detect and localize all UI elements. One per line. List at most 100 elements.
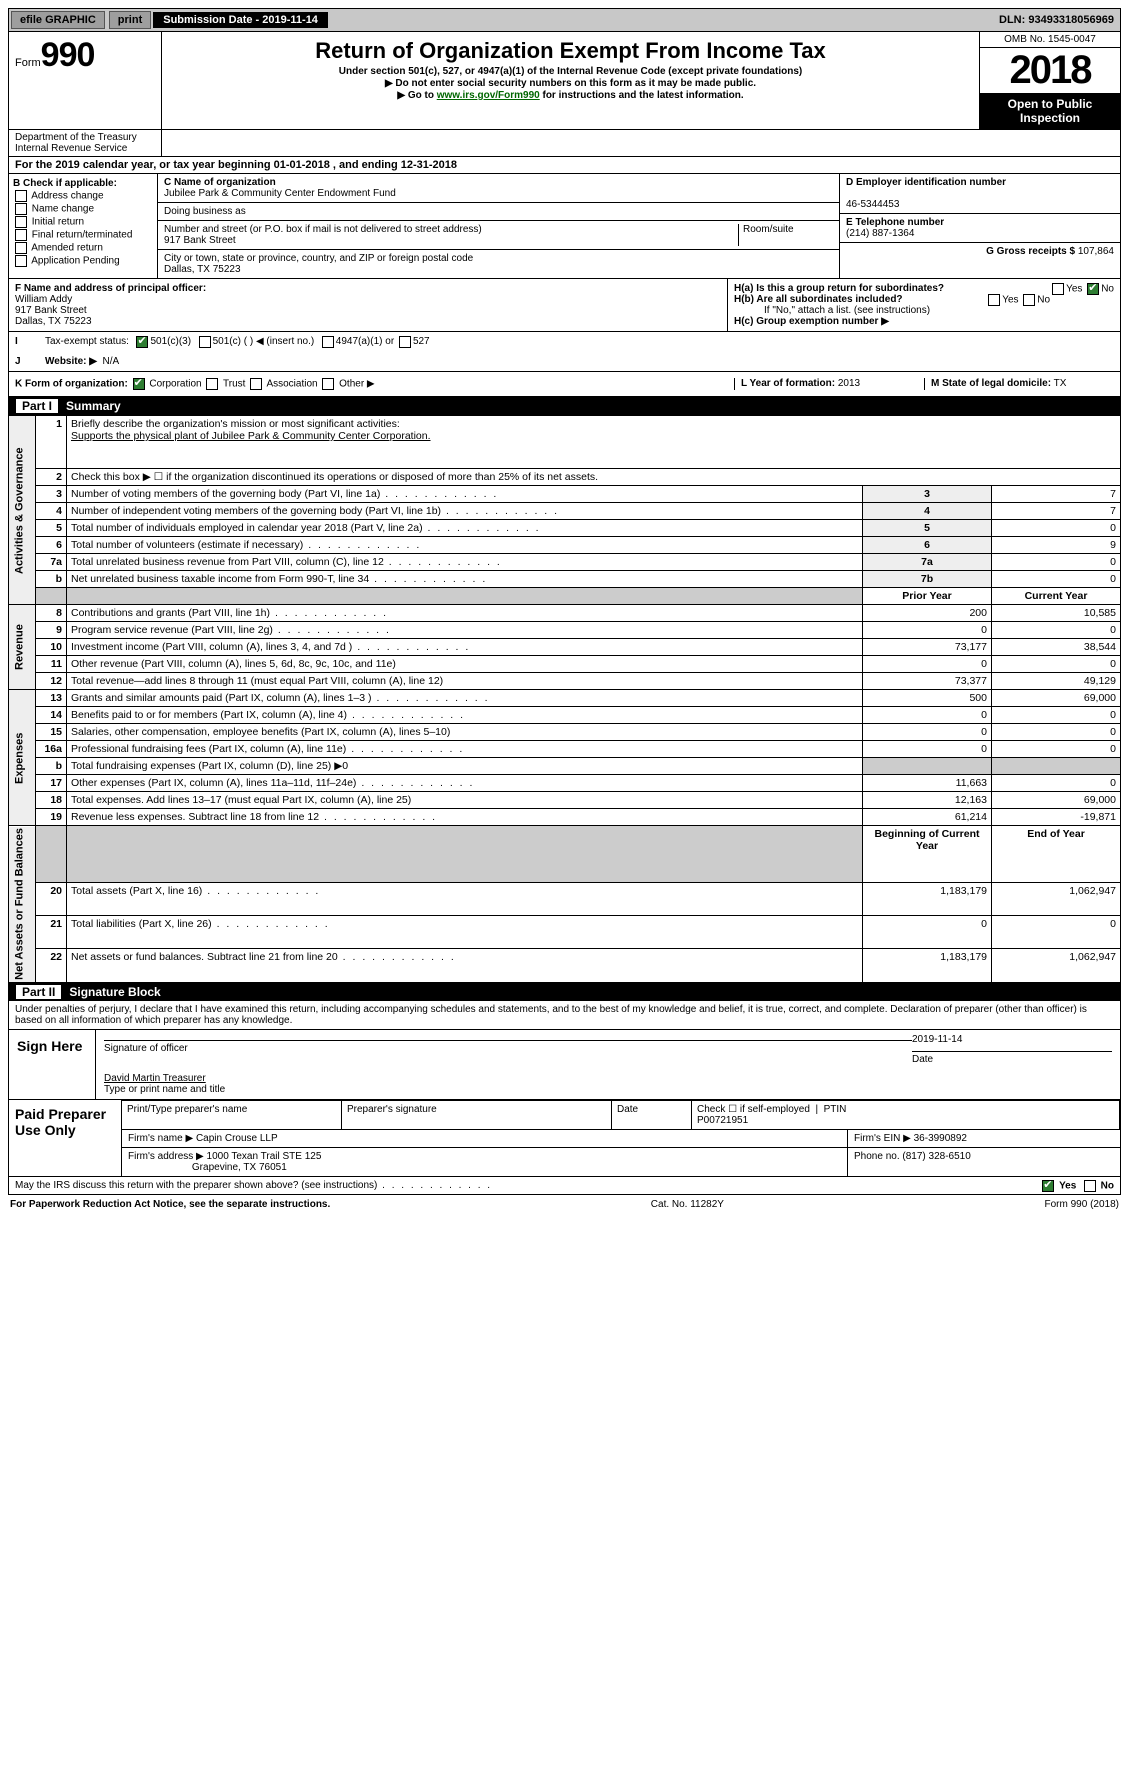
- r22e: 1,062,947: [992, 949, 1121, 982]
- r8c: 10,585: [992, 605, 1121, 622]
- cb-527[interactable]: [399, 336, 411, 348]
- prep-date-hdr: Date: [612, 1101, 692, 1130]
- sig-date: 2019-11-14: [912, 1034, 962, 1045]
- cb-amended[interactable]: Amended return: [13, 242, 153, 254]
- r15c: 0: [992, 724, 1121, 741]
- phone-value: (214) 887-1364: [846, 228, 914, 239]
- l-value: 2013: [838, 378, 860, 389]
- v7b: 0: [992, 571, 1121, 588]
- r12: Total revenue—add lines 8 through 11 (mu…: [67, 673, 863, 690]
- r21b: 0: [863, 916, 992, 949]
- foot-right: Form 990 (2018): [1045, 1199, 1119, 1210]
- dept-irs: Internal Revenue Service: [15, 143, 127, 154]
- cb-address[interactable]: Address change: [13, 190, 153, 202]
- cb-501c3[interactable]: [136, 336, 148, 348]
- street-label: Number and street (or P.O. box if mail i…: [164, 224, 482, 235]
- r18c: 69,000: [992, 792, 1121, 809]
- sign-here-label: Sign Here: [9, 1030, 96, 1099]
- room-label: Room/suite: [738, 224, 833, 246]
- open-inspection: Open to Public Inspection: [980, 93, 1120, 129]
- officer-city: Dallas, TX 75223: [15, 316, 92, 327]
- opt-4947: 4947(a)(1) or: [336, 336, 394, 348]
- r15p: 0: [863, 724, 992, 741]
- cb-trust[interactable]: [206, 378, 218, 390]
- q1: Briefly describe the organization's miss…: [71, 418, 400, 430]
- cb-4947[interactable]: [322, 336, 334, 348]
- prep-sig-hdr: Preparer's signature: [342, 1101, 612, 1130]
- c-name-label: C Name of organization: [164, 177, 276, 188]
- r11p: 0: [863, 656, 992, 673]
- part2-title: Signature Block: [69, 985, 160, 999]
- footer: For Paperwork Reduction Act Notice, see …: [8, 1195, 1121, 1214]
- discuss-row: May the IRS discuss this return with the…: [8, 1177, 1121, 1195]
- r9: Program service revenue (Part VIII, line…: [67, 622, 863, 639]
- ha-yes[interactable]: Yes: [1066, 284, 1082, 295]
- form-number: 990: [41, 36, 95, 74]
- side-expenses: Expenses: [9, 690, 36, 826]
- website-value: N/A: [103, 356, 120, 367]
- v3: 7: [992, 486, 1121, 503]
- r18p: 12,163: [863, 792, 992, 809]
- subtitle-1: Under section 501(c), 527, or 4947(a)(1)…: [166, 66, 975, 77]
- row-j: JWebsite: ▶ N/A: [8, 352, 1121, 372]
- opt-assoc: Association: [266, 379, 317, 390]
- firm-addr-label: Firm's address ▶: [128, 1151, 204, 1162]
- r9c: 0: [992, 622, 1121, 639]
- foot-left: For Paperwork Reduction Act Notice, see …: [10, 1199, 330, 1210]
- k-label: K Form of organization:: [15, 379, 128, 390]
- part-2-header: Part II Signature Block: [8, 983, 1121, 1001]
- cb-501c[interactable]: [199, 336, 211, 348]
- cb-pending[interactable]: Application Pending: [13, 255, 153, 267]
- dept-treasury: Department of the Treasury: [15, 132, 137, 143]
- cb-assoc[interactable]: [250, 378, 262, 390]
- dept-row: Department of the TreasuryInternal Reven…: [8, 130, 1121, 157]
- opt-501c3: 501(c)(3): [150, 336, 191, 348]
- cb-corp[interactable]: [133, 378, 145, 390]
- q3: Number of voting members of the governin…: [67, 486, 863, 503]
- print-button[interactable]: print: [109, 11, 151, 29]
- row-i: ITax-exempt status: 501(c)(3) 501(c) ( )…: [8, 332, 1121, 352]
- ein-value: 46-5344453: [846, 199, 899, 210]
- org-name: Jubilee Park & Community Center Endowmen…: [164, 188, 396, 199]
- part2-lbl: Part II: [16, 985, 61, 999]
- officer-name: William Addy: [15, 294, 72, 305]
- summary-table: Activities & Governance 1Briefly describ…: [8, 415, 1121, 983]
- part1-title: Summary: [66, 399, 121, 413]
- hb-yes[interactable]: Yes: [1002, 295, 1018, 306]
- ptin-label: PTIN: [824, 1104, 847, 1115]
- cb-name[interactable]: Name change: [13, 203, 153, 215]
- firm-ein: 36-3990892: [914, 1133, 967, 1144]
- r17: Other expenses (Part IX, column (A), lin…: [67, 775, 863, 792]
- gross-value: 107,864: [1078, 246, 1114, 257]
- irs-link[interactable]: www.irs.gov/Form990: [437, 90, 540, 101]
- subtitle-2: ▶ Do not enter social security numbers o…: [166, 78, 975, 89]
- self-emp-cb[interactable]: Check ☐ if self-employed: [697, 1104, 810, 1115]
- r16a: Professional fundraising fees (Part IX, …: [67, 741, 863, 758]
- street-value: 917 Bank Street: [164, 235, 236, 246]
- r20b: 1,183,179: [863, 882, 992, 915]
- tax-year: 2018: [980, 48, 1120, 93]
- gross-label: G Gross receipts $: [986, 246, 1075, 257]
- discuss-yes-cb[interactable]: [1042, 1180, 1054, 1192]
- r19c: -19,871: [992, 809, 1121, 826]
- b-header: B Check if applicable:: [13, 178, 117, 189]
- paid-label: Paid Preparer Use Only: [9, 1100, 122, 1176]
- discuss-text: May the IRS discuss this return with the…: [15, 1180, 492, 1191]
- ha-no[interactable]: No: [1101, 284, 1114, 295]
- cb-final[interactable]: Final return/terminated: [13, 229, 153, 241]
- form-header: Form990 Return of Organization Exempt Fr…: [8, 32, 1121, 130]
- q4: Number of independent voting members of …: [67, 503, 863, 520]
- r21: Total liabilities (Part X, line 26): [67, 916, 863, 949]
- cb-other[interactable]: [322, 378, 334, 390]
- sig-name: David Martin Treasurer: [104, 1073, 206, 1084]
- r13c: 69,000: [992, 690, 1121, 707]
- side-activities: Activities & Governance: [9, 416, 36, 605]
- q5: Total number of individuals employed in …: [67, 520, 863, 537]
- hb-no[interactable]: No: [1037, 295, 1050, 306]
- hc-label: H(c) Group exemption number ▶: [734, 316, 889, 327]
- r8p: 200: [863, 605, 992, 622]
- discuss-no-cb[interactable]: [1084, 1180, 1096, 1192]
- submission-date: Submission Date - 2019-11-14: [153, 12, 328, 28]
- cb-initial[interactable]: Initial return: [13, 216, 153, 228]
- omb-number: OMB No. 1545-0047: [980, 32, 1120, 48]
